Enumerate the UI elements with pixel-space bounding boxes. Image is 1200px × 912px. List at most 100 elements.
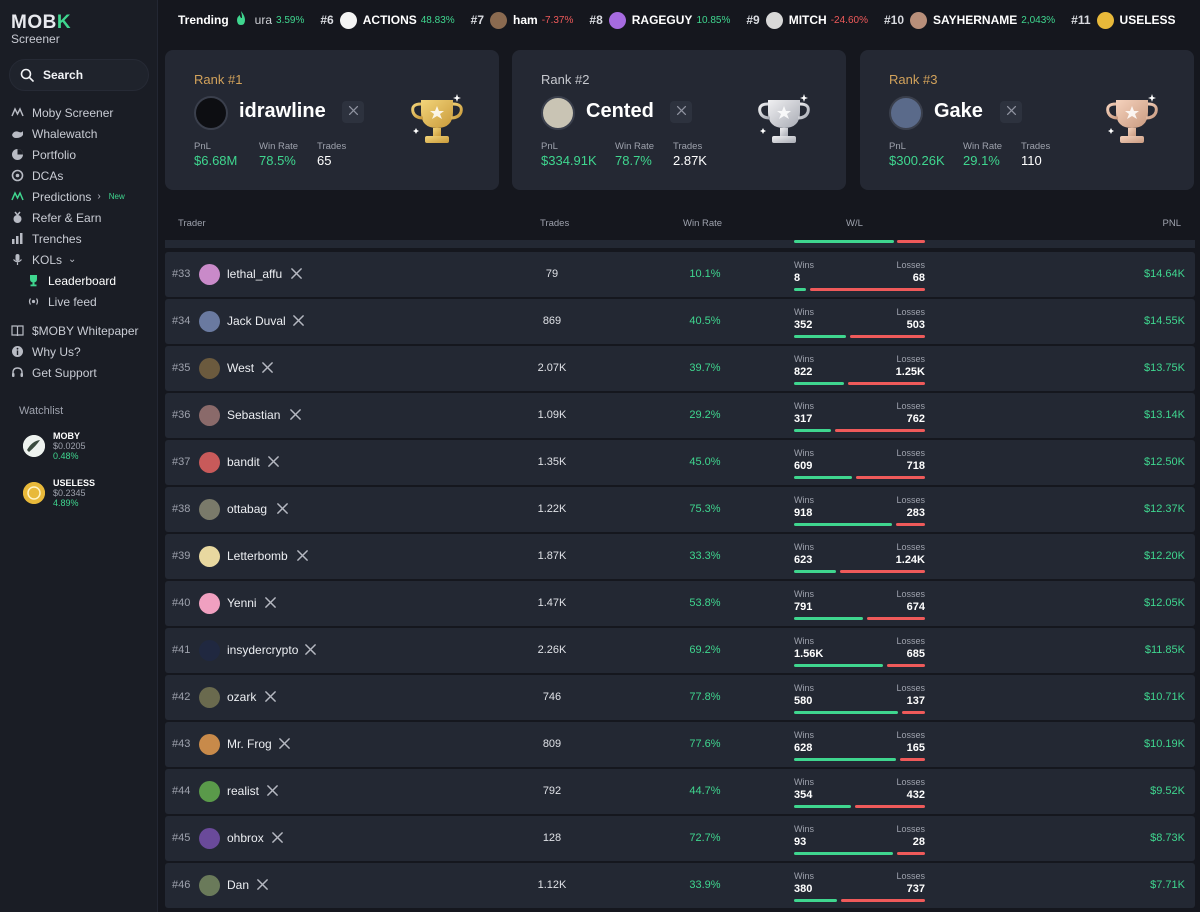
trending-item[interactable]: ura 3.59% [255, 12, 305, 29]
row-trades: 1.35K [537, 456, 567, 468]
trophy-icon [1106, 94, 1158, 143]
search-button[interactable]: Search [9, 59, 149, 91]
table-row[interactable]: #40 Yenni 1.47K 53.8% Wins Losses 791 674 $12.05… [165, 581, 1195, 626]
col-trader[interactable]: Trader [178, 218, 206, 229]
trader-name[interactable]: insydercrypto [227, 643, 299, 657]
table-row[interactable]: #33 lethal_affu 79 10.1% Wins Losses 8 68 $14.64… [165, 252, 1195, 297]
table-row[interactable]: #43 Mr. Frog 809 77.6% Wins Losses 628 165 $10.1… [165, 722, 1195, 767]
trader-name[interactable]: Dan [227, 878, 250, 892]
col-winrate[interactable]: Win Rate [683, 218, 723, 229]
trending-item[interactable]: #8 RAGEGUY 10.85% [589, 11, 730, 29]
table-row[interactable]: #44 realist 792 44.7% Wins Losses 354 432 $9.52K [165, 769, 1195, 814]
trader-name[interactable]: West [227, 361, 255, 375]
trophy-icon [411, 94, 463, 143]
row-pnl: $9.52K [1150, 785, 1185, 797]
table-row[interactable]: #39 Letterbomb 1.87K 33.3% Wins Losses 623 1.24… [165, 534, 1195, 579]
x-profile-button[interactable] [670, 101, 692, 123]
sidebar-item-moby-screener[interactable]: Moby Screener [11, 102, 156, 123]
sidebar-item-predictions[interactable]: Predictions › New [11, 186, 156, 207]
sidebar-item-refer-earn[interactable]: Refer & Earn [11, 207, 156, 228]
trader-name[interactable]: Sebastian [227, 408, 281, 422]
x-icon[interactable] [290, 267, 304, 281]
sidebar-item-get-support[interactable]: Get Support [11, 362, 156, 383]
sidebar-item-label: Leaderboard [48, 273, 117, 288]
col-wl[interactable]: W/L [846, 218, 863, 229]
top-trader-card[interactable]: Rank #3 Gake PnL $300.26K Win Rate 29.1% Trade… [860, 50, 1194, 190]
top-trader-card[interactable]: Rank #2 Cented PnL $334.91K Win Rate 78.7% Tra… [512, 50, 846, 190]
x-icon[interactable] [267, 455, 281, 469]
col-pnl[interactable]: PNL [1162, 218, 1181, 229]
trader-name[interactable]: ohbrox [227, 831, 264, 845]
table-row[interactable]: #36 Sebastian 1.09K 29.2% Wins Losses 317 762 $1… [165, 393, 1195, 438]
x-icon[interactable] [276, 502, 290, 516]
trader-name[interactable]: realist [227, 784, 260, 798]
table-row[interactable]: #35 West 2.07K 39.7% Wins Losses 822 1.25K $13.7… [165, 346, 1195, 391]
sidebar-item-trenches[interactable]: Trenches [11, 228, 156, 249]
x-icon[interactable] [264, 596, 278, 610]
trending-item[interactable]: #7 ham -7.37% [471, 11, 573, 29]
watchlist-item-moby[interactable]: MOBY $0.0205 0.48% [23, 431, 86, 461]
wins-label: Wins [794, 589, 814, 599]
wins-label: Wins [794, 448, 814, 458]
x-icon[interactable] [271, 831, 285, 845]
sidebar-item-whalewatch[interactable]: Whalewatch [11, 123, 156, 144]
stat-pnl: PnL $6.68M [194, 141, 237, 168]
loss-bar [855, 805, 925, 808]
x-icon[interactable] [256, 878, 270, 892]
trader-name[interactable]: Yenni [227, 596, 257, 610]
x-profile-button[interactable] [342, 101, 364, 123]
sidebar-item-whitepaper[interactable]: $MOBY Whitepaper [11, 320, 156, 341]
loss-bar [848, 382, 925, 385]
row-pnl: $12.05K [1144, 597, 1185, 609]
win-loss-cell: Wins Losses 354 432 [794, 777, 925, 810]
sidebar-item-leaderboard[interactable]: Leaderboard [11, 270, 156, 291]
x-icon[interactable] [261, 361, 275, 375]
sidebar-item-kols[interactable]: KOLs ⌄ [11, 249, 156, 270]
stat-label: PnL [889, 141, 906, 152]
trader-name[interactable]: ozark [227, 690, 257, 704]
x-profile-button[interactable] [1000, 101, 1022, 123]
wins-value: 628 [794, 742, 813, 754]
trader-name[interactable]: ottabag [227, 502, 268, 516]
x-icon[interactable] [266, 784, 280, 798]
row-pnl: $10.71K [1144, 691, 1185, 703]
sidebar-item-why-us[interactable]: Why Us? [11, 341, 156, 362]
x-icon[interactable] [296, 549, 310, 563]
col-trades[interactable]: Trades [540, 218, 570, 229]
table-row[interactable]: #34 Jack Duval 869 40.5% Wins Losses 352 503 $14… [165, 299, 1195, 344]
sidebar-item-label: Get Support [32, 365, 97, 380]
table-row[interactable]: #42 ozark 746 77.8% Wins Losses 580 137 $10.71K [165, 675, 1195, 720]
trending-item[interactable]: #6 ACTIONS 48.83% [320, 11, 455, 29]
trader-name[interactable]: Mr. Frog [227, 737, 272, 751]
trending-item[interactable]: #9 MITCH -24.60% [746, 11, 868, 29]
table-row[interactable]: #46 Dan 1.12K 33.9% Wins Losses 380 737 $7.71K [165, 863, 1195, 908]
trader-name[interactable]: Jack Duval [227, 314, 286, 328]
trader-name[interactable]: lethal_affu [227, 267, 283, 281]
trader-name[interactable]: bandit [227, 455, 260, 469]
trending-item[interactable]: #10 SAYHERNAME 2,043% [884, 11, 1055, 29]
trader-name[interactable]: Letterbomb [227, 549, 288, 563]
wins-value: 380 [794, 883, 813, 895]
stat-value: 65 [317, 153, 332, 168]
top-trader-card[interactable]: Rank #1 idrawline PnL $6.68M Win Rate 78.5% Tr… [165, 50, 499, 190]
table-row[interactable]: #38 ottabag 1.22K 75.3% Wins Losses 918 283 $12.… [165, 487, 1195, 532]
microphone-icon [11, 253, 24, 266]
x-icon[interactable] [289, 408, 303, 422]
sidebar-item-label: Trenches [32, 231, 82, 246]
x-icon[interactable] [292, 314, 306, 328]
x-icon[interactable] [278, 737, 292, 751]
trending-item[interactable]: #11 USELESS [1071, 11, 1179, 29]
table-row[interactable]: #45 ohbrox 128 72.7% Wins Losses 93 28 $8.73K [165, 816, 1195, 861]
watchlist-item-useless[interactable]: USELESS $0.2345 4.89% [23, 478, 95, 508]
x-icon[interactable] [304, 643, 318, 657]
table-row[interactable]: #41 insydercrypto 2.26K 69.2% Wins Losses 1.56… [165, 628, 1195, 673]
sidebar-item-dcas[interactable]: DCAs [11, 165, 156, 186]
sidebar-item-portfolio[interactable]: Portfolio [11, 144, 156, 165]
logo[interactable]: MOBK Screener [11, 13, 71, 46]
row-rank: #38 [172, 503, 191, 515]
table-row[interactable]: #37 bandit 1.35K 45.0% Wins Losses 609 718 $12.5… [165, 440, 1195, 485]
x-icon[interactable] [264, 690, 278, 704]
sidebar-item-live-feed[interactable]: Live feed [11, 291, 156, 312]
losses-value: 1.24K [895, 554, 925, 566]
loss-bar [900, 758, 925, 761]
